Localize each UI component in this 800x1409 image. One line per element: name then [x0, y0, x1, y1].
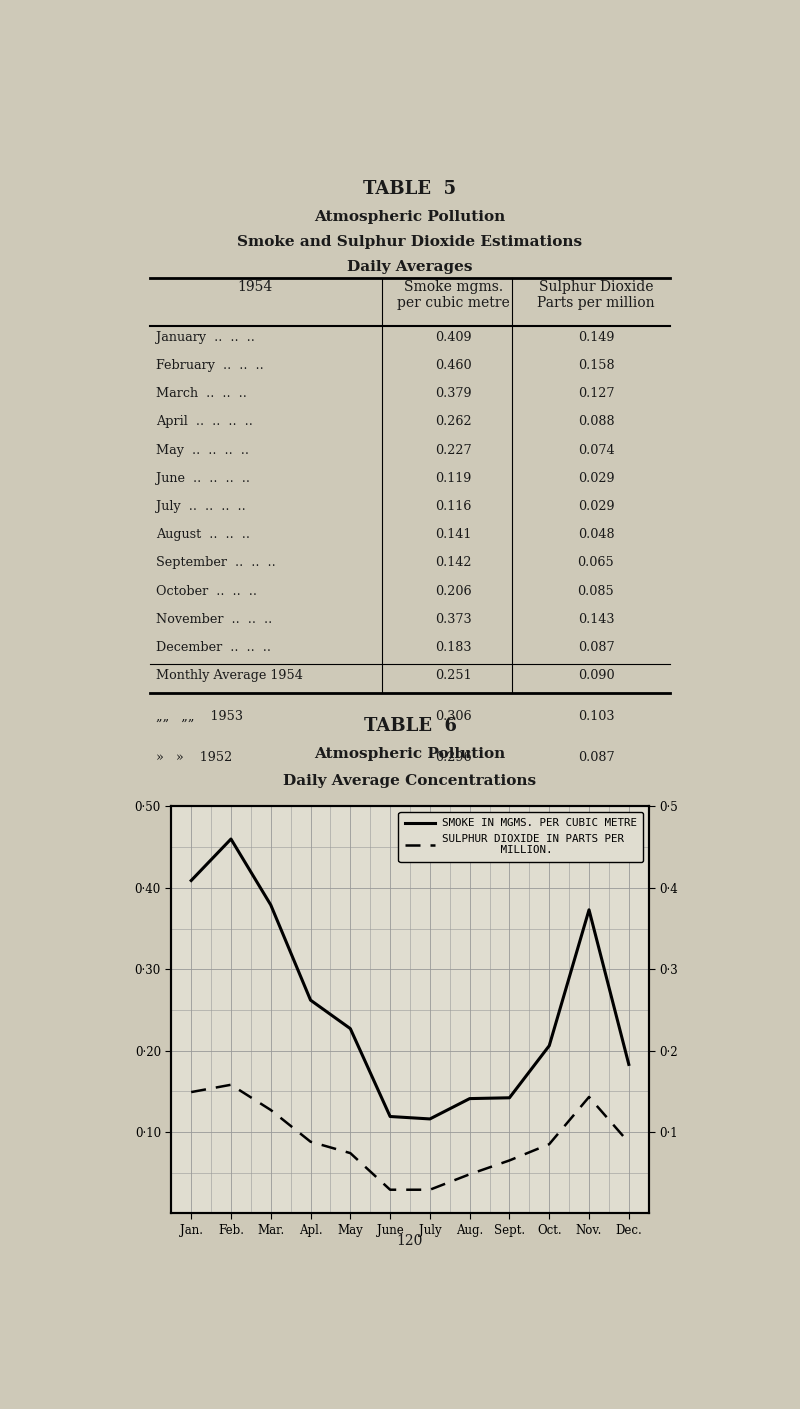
Text: 0.085: 0.085: [578, 585, 614, 597]
Text: 0.087: 0.087: [578, 751, 614, 764]
Text: May  ..  ..  ..  ..: May .. .. .. ..: [156, 444, 249, 457]
Text: 0.090: 0.090: [578, 669, 614, 682]
Text: 0.087: 0.087: [578, 641, 614, 654]
Text: »   »    1952: » » 1952: [156, 751, 232, 764]
Text: 0.029: 0.029: [578, 472, 614, 485]
Text: 0.296: 0.296: [435, 751, 472, 764]
Text: Monthly Average 1954: Monthly Average 1954: [156, 669, 302, 682]
Text: 0.158: 0.158: [578, 359, 614, 372]
Text: 0.183: 0.183: [435, 641, 472, 654]
Text: 0.149: 0.149: [578, 331, 614, 344]
Text: Smoke and Sulphur Dioxide Estimations: Smoke and Sulphur Dioxide Estimations: [238, 235, 582, 249]
Text: January  ..  ..  ..: January .. .. ..: [156, 331, 254, 344]
Text: TABLE  5: TABLE 5: [363, 180, 457, 197]
Legend: SMOKE IN MGMS. PER CUBIC METRE, SULPHUR DIOXIDE IN PARTS PER
         MILLION.: SMOKE IN MGMS. PER CUBIC METRE, SULPHUR …: [398, 812, 643, 862]
Text: February  ..  ..  ..: February .. .. ..: [156, 359, 263, 372]
Text: Smoke mgms.
per cubic metre: Smoke mgms. per cubic metre: [397, 280, 510, 310]
Text: 0.262: 0.262: [435, 416, 472, 428]
Text: Sulphur Dioxide
Parts per million: Sulphur Dioxide Parts per million: [537, 280, 655, 310]
Text: 0.065: 0.065: [578, 557, 614, 569]
Text: October  ..  ..  ..: October .. .. ..: [156, 585, 257, 597]
Text: March  ..  ..  ..: March .. .. ..: [156, 387, 246, 400]
Text: 0.373: 0.373: [435, 613, 472, 626]
Text: June  ..  ..  ..  ..: June .. .. .. ..: [156, 472, 250, 485]
Text: Daily Averages: Daily Averages: [347, 259, 473, 273]
Text: 0.227: 0.227: [435, 444, 472, 457]
Text: July  ..  ..  ..  ..: July .. .. .. ..: [156, 500, 246, 513]
Text: 120: 120: [397, 1233, 423, 1247]
Text: 0.048: 0.048: [578, 528, 614, 541]
Text: 0.103: 0.103: [578, 710, 614, 723]
Text: „„   „„    1953: „„ „„ 1953: [156, 710, 243, 723]
Text: Atmospheric Pollution: Atmospheric Pollution: [314, 747, 506, 761]
Text: 0.088: 0.088: [578, 416, 614, 428]
Text: 0.119: 0.119: [435, 472, 471, 485]
Text: 0.379: 0.379: [435, 387, 472, 400]
Text: 0.116: 0.116: [435, 500, 471, 513]
Text: April  ..  ..  ..  ..: April .. .. .. ..: [156, 416, 253, 428]
Text: 0.460: 0.460: [435, 359, 472, 372]
Text: November  ..  ..  ..: November .. .. ..: [156, 613, 272, 626]
Text: Daily Average Concentrations: Daily Average Concentrations: [283, 774, 537, 788]
Text: 0.206: 0.206: [435, 585, 472, 597]
Text: 0.127: 0.127: [578, 387, 614, 400]
Text: 0.143: 0.143: [578, 613, 614, 626]
Text: 0.306: 0.306: [435, 710, 472, 723]
Text: August  ..  ..  ..: August .. .. ..: [156, 528, 250, 541]
Text: 0.142: 0.142: [435, 557, 472, 569]
Text: 0.141: 0.141: [435, 528, 471, 541]
Text: Atmospheric Pollution: Atmospheric Pollution: [314, 210, 506, 224]
Text: 0.029: 0.029: [578, 500, 614, 513]
Text: 0.251: 0.251: [435, 669, 472, 682]
Text: 1954: 1954: [238, 280, 273, 294]
Text: 0.409: 0.409: [435, 331, 472, 344]
Text: 0.074: 0.074: [578, 444, 614, 457]
Text: September  ..  ..  ..: September .. .. ..: [156, 557, 275, 569]
Text: TABLE  6: TABLE 6: [363, 717, 457, 735]
Text: December  ..  ..  ..: December .. .. ..: [156, 641, 270, 654]
